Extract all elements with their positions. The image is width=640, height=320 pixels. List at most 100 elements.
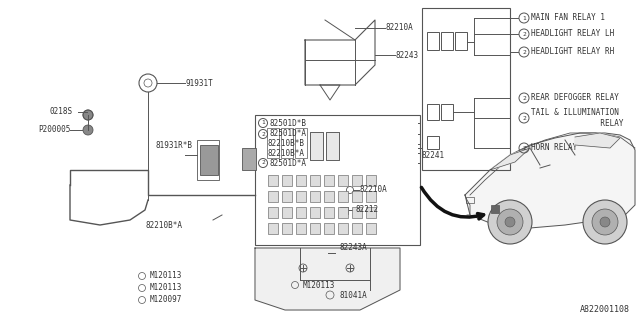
Bar [366, 191, 376, 202]
Bar [310, 132, 323, 160]
Text: 82210A: 82210A [360, 186, 388, 195]
Bar [310, 175, 320, 186]
Bar [338, 223, 348, 234]
Bar [366, 175, 376, 186]
Bar [242, 148, 256, 170]
Bar [466, 197, 474, 203]
Bar [338, 175, 348, 186]
Text: 91931T: 91931T [186, 78, 214, 87]
Bar [282, 223, 292, 234]
Text: HORN RELAY: HORN RELAY [531, 143, 577, 153]
Bar [324, 207, 334, 218]
Bar [491, 205, 499, 213]
Text: 82210B*A: 82210B*A [145, 220, 182, 229]
Bar [296, 175, 306, 186]
Bar [427, 136, 439, 149]
Bar [310, 207, 320, 218]
Circle shape [583, 200, 627, 244]
Circle shape [600, 217, 610, 227]
Text: 1: 1 [261, 121, 265, 125]
Bar [268, 207, 278, 218]
Text: 2: 2 [522, 50, 526, 54]
Text: 82501D*A: 82501D*A [270, 158, 307, 167]
Circle shape [497, 209, 523, 235]
Circle shape [83, 110, 93, 120]
Text: 82501D*A: 82501D*A [270, 130, 307, 139]
Text: HEADLIGHT RELAY RH: HEADLIGHT RELAY RH [531, 47, 614, 57]
Text: REAR DEFOGGER RELAY: REAR DEFOGGER RELAY [531, 93, 619, 102]
Bar [441, 104, 453, 120]
Text: 82210A: 82210A [386, 23, 413, 33]
Bar [310, 191, 320, 202]
Bar [352, 223, 362, 234]
Bar [282, 191, 292, 202]
Text: 82243: 82243 [396, 51, 419, 60]
Bar [296, 191, 306, 202]
Bar [427, 104, 439, 120]
Text: M120113: M120113 [150, 271, 182, 281]
Text: 82241: 82241 [422, 150, 445, 159]
Text: 81041A: 81041A [340, 291, 368, 300]
Text: 82210B*A: 82210B*A [268, 148, 305, 157]
Bar [352, 175, 362, 186]
Bar [338, 191, 348, 202]
Bar [366, 223, 376, 234]
Bar [310, 132, 323, 160]
Circle shape [592, 209, 618, 235]
Text: 2: 2 [522, 116, 526, 121]
Text: 1: 1 [522, 15, 526, 20]
Bar [427, 32, 439, 50]
Text: 81931R*B: 81931R*B [155, 140, 192, 149]
Bar [268, 223, 278, 234]
Text: A822001108: A822001108 [580, 306, 630, 315]
Bar [422, 8, 510, 170]
Text: 82501D*B: 82501D*B [270, 118, 307, 127]
Text: 0218S: 0218S [50, 108, 73, 116]
Text: M120113: M120113 [150, 284, 182, 292]
Text: 82210B*B: 82210B*B [268, 140, 305, 148]
Bar [268, 191, 278, 202]
Bar [296, 223, 306, 234]
Text: M120097: M120097 [150, 295, 182, 305]
Bar [324, 191, 334, 202]
Bar [340, 207, 348, 214]
Bar [352, 191, 362, 202]
Bar [200, 145, 218, 175]
Bar [295, 128, 307, 158]
Bar [326, 132, 339, 160]
Bar [296, 207, 306, 218]
Bar [282, 207, 292, 218]
Bar [197, 140, 219, 180]
Bar [310, 223, 320, 234]
Bar [268, 175, 278, 186]
Text: 82243A: 82243A [340, 244, 368, 252]
Bar [267, 128, 279, 158]
Text: M120113: M120113 [303, 281, 335, 290]
Polygon shape [255, 248, 400, 310]
Circle shape [505, 217, 515, 227]
Bar [255, 115, 420, 245]
Bar [441, 32, 453, 50]
Bar [282, 175, 292, 186]
Polygon shape [490, 148, 530, 170]
Bar [366, 207, 376, 218]
Text: 2: 2 [261, 161, 265, 165]
Text: MAIN FAN RELAY 1: MAIN FAN RELAY 1 [531, 13, 605, 22]
Bar [455, 32, 467, 50]
Text: HEADLIGHT RELAY LH: HEADLIGHT RELAY LH [531, 29, 614, 38]
Bar [352, 207, 362, 218]
Polygon shape [575, 133, 620, 148]
Text: TAIL & ILLUMINATION
               RELAY: TAIL & ILLUMINATION RELAY [531, 108, 623, 128]
Text: 2: 2 [522, 146, 526, 150]
Text: P200005: P200005 [38, 125, 70, 134]
Polygon shape [465, 133, 635, 228]
Text: 82212: 82212 [355, 205, 378, 214]
Text: 2: 2 [522, 95, 526, 100]
Text: 2: 2 [522, 31, 526, 36]
Bar [324, 175, 334, 186]
Text: 2: 2 [261, 132, 265, 137]
Bar [281, 128, 293, 158]
Bar [324, 223, 334, 234]
Circle shape [83, 125, 93, 135]
Bar [326, 132, 339, 160]
